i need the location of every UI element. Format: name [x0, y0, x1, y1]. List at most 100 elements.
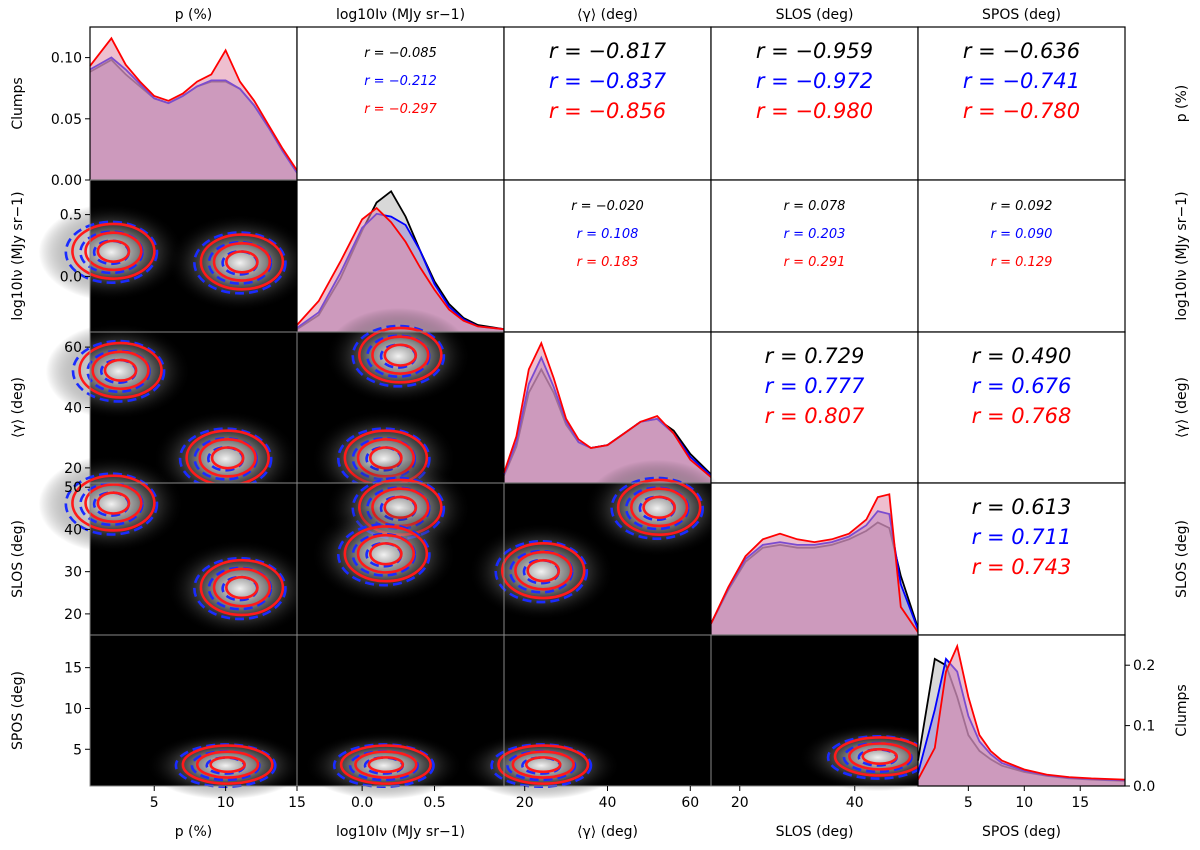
- x-tick-label: 15: [288, 795, 306, 811]
- histogram-panel-p: [89, 26, 298, 181]
- density-glow: [38, 455, 185, 553]
- correlation-panel-r0-c1: r = −0.085 r = −0.212 r = −0.297: [296, 26, 505, 181]
- y-tick-label: 20: [64, 607, 82, 623]
- red-contour: [356, 533, 416, 574]
- right-label-1: log10Iν (MJy sr−1): [1174, 191, 1190, 320]
- density-glow: [461, 731, 621, 800]
- top-label-3: SLOS (deg): [776, 7, 854, 23]
- y-tick-label: 40: [64, 401, 82, 417]
- panel-frame: [503, 179, 712, 333]
- red-hist-line: [89, 36, 298, 171]
- correlation-value-blue: r = 0.108: [577, 227, 639, 242]
- blue-contour: [610, 476, 705, 541]
- y-tick-label: 5: [73, 742, 82, 758]
- red-hist-line: [503, 340, 712, 478]
- red-hist-fill: [297, 208, 504, 332]
- red-contour: [96, 239, 131, 263]
- left-label-4: SPOS (deg): [10, 671, 26, 750]
- right-label-0: p (%): [1174, 85, 1190, 123]
- y-tick-label: 20: [64, 461, 82, 477]
- histogram-panel-spos: [917, 634, 1126, 787]
- correlation-value-red: r = 0.807: [765, 404, 865, 428]
- red-contour: [343, 525, 429, 583]
- correlation-value-blue: r = −0.972: [756, 69, 873, 93]
- red-contour: [367, 756, 405, 774]
- panel-frame: [710, 26, 919, 181]
- left-label-2: ⟨γ⟩ (deg): [10, 377, 26, 438]
- red-contour: [212, 242, 272, 282]
- top-label-4: SPOS (deg): [982, 7, 1061, 23]
- histogram-panel-slos: [710, 482, 919, 636]
- x-tick-label: 15: [1071, 795, 1089, 811]
- y-right-tick-label: 0.0: [1133, 779, 1155, 795]
- x-tick-label: 5: [964, 795, 973, 811]
- blue-contour: [351, 324, 446, 388]
- density-panel-r3-c1: [296, 459, 505, 636]
- red-hist-line: [917, 643, 1126, 781]
- panels-layer: r = −0.085 r = −0.212 r = −0.297 r = −0.817…: [38, 26, 1126, 800]
- correlation-value-red: r = 0.183: [577, 255, 639, 270]
- blue-contour: [71, 339, 166, 403]
- red-contour: [91, 350, 150, 391]
- y-tick-label: 0.05: [51, 112, 82, 128]
- blue-contour: [64, 472, 159, 536]
- blue-contour: [337, 523, 431, 587]
- y-tick-label: 0.5: [60, 208, 82, 224]
- correlation-value-red: r = 0.768: [972, 404, 1072, 428]
- correlation-value-red: r = −0.980: [756, 99, 873, 123]
- red-contour: [642, 495, 677, 520]
- density-panel-r1-c0: [38, 179, 313, 333]
- correlation-value-blue: r = −0.212: [364, 74, 437, 89]
- red-contour: [199, 558, 285, 617]
- correlation-value-red: r = −0.780: [963, 99, 1080, 123]
- correlation-value-blue: r = −0.741: [963, 69, 1080, 93]
- red-hist-fill: [918, 646, 1125, 786]
- correlation-value-black: r = 0.092: [991, 199, 1053, 214]
- density-panel-r4-c2: [461, 634, 712, 800]
- correlation-value-blue: r = −0.837: [549, 69, 667, 93]
- correlation-value-black: r = −0.817: [549, 39, 667, 63]
- red-contour: [71, 474, 156, 532]
- red-contour: [524, 756, 562, 774]
- top-label-0: p (%): [175, 7, 213, 23]
- density-glow: [304, 731, 464, 800]
- correlation-value-black: r = −0.085: [364, 46, 437, 61]
- top-label-2: ⟨γ⟩ (deg): [577, 7, 638, 23]
- red-contour: [212, 567, 272, 608]
- correlation-value-black: r = −0.020: [571, 199, 644, 214]
- red-contour: [371, 335, 430, 375]
- x-tick-label: 40: [846, 795, 864, 811]
- red-contour: [368, 542, 403, 566]
- correlation-value-black: r = 0.729: [765, 344, 865, 368]
- density-panel-r3-c2: [468, 459, 731, 636]
- red-contour: [354, 750, 418, 779]
- red-contour: [199, 233, 285, 291]
- histogram-panel-logI: [296, 179, 505, 333]
- red-contour: [526, 558, 561, 583]
- red-contour: [84, 483, 143, 524]
- blue-contour: [64, 220, 159, 284]
- bottom-label-0: p (%): [175, 824, 213, 840]
- density-panel-r3-c0: [38, 455, 313, 638]
- density-glow: [310, 506, 457, 604]
- red-hist-fill: [90, 38, 297, 180]
- bottom-label-2: ⟨γ⟩ (deg): [577, 824, 638, 840]
- correlation-value-blue: r = 0.777: [765, 374, 865, 398]
- bottom-label-4: SPOS (deg): [982, 824, 1061, 840]
- correlation-panel-r1-c4: r = 0.092 r = 0.090 r = 0.129: [917, 179, 1126, 333]
- labels-layer: p (%) log10Iν (MJy sr−1) ⟨γ⟩ (deg) SLOS (de…: [10, 7, 1190, 840]
- bottom-label-1: log10Iν (MJy sr−1): [336, 824, 465, 840]
- y-tick-label: 0.00: [51, 173, 82, 189]
- correlation-panel-r2-c3: r = 0.729 r = 0.777 r = 0.807: [710, 331, 919, 484]
- red-contour: [209, 756, 246, 774]
- panel-frame: [710, 179, 919, 333]
- red-contour: [848, 742, 912, 771]
- correlation-panel-r1-c2: r = −0.020 r = 0.108 r = 0.183: [503, 179, 712, 333]
- y-tick-label: 0.0: [60, 269, 82, 285]
- correlation-value-red: r = −0.856: [549, 99, 666, 123]
- red-contour: [861, 747, 899, 765]
- y-tick-label: 50: [64, 480, 82, 496]
- density-panel-r4-c0: [89, 634, 306, 800]
- top-label-1: log10Iν (MJy sr−1): [336, 7, 465, 23]
- x-tick-label: 60: [681, 795, 699, 811]
